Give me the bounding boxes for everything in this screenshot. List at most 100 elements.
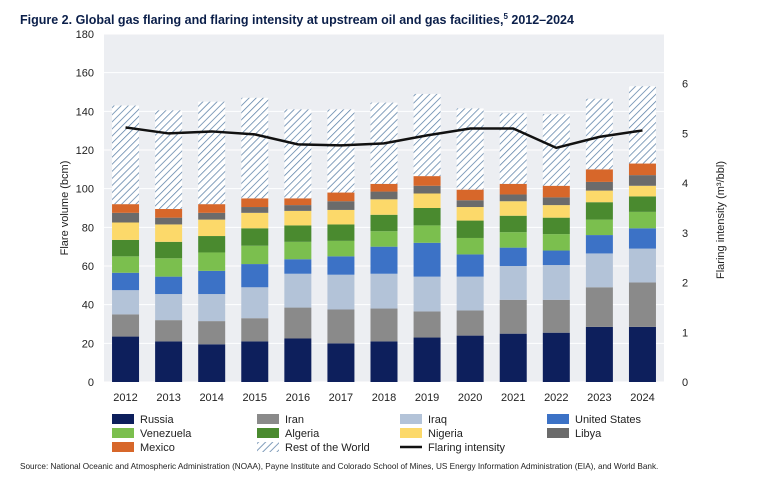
y-axis-title: Flare volume (bcm) — [59, 161, 71, 256]
bar-iran-2014 — [198, 321, 226, 345]
left-axis-ticks: 0 20 40 60 80 100 120 140 160 180 — [76, 29, 94, 389]
bar-iran-2015 — [241, 318, 269, 342]
figure-title-years: 2012–2024 — [507, 13, 574, 28]
bar-iran-2012 — [112, 314, 140, 337]
bar-venezuela-2019 — [413, 225, 441, 243]
bar-mexico-2021 — [499, 183, 527, 195]
x-tick-label: 2017 — [329, 392, 353, 404]
bar-rest-of-the-world-2024 — [628, 86, 656, 164]
bar-mexico-2012 — [112, 204, 140, 213]
bar-venezuela-2022 — [542, 234, 570, 251]
legend-swatch-libya — [547, 428, 569, 438]
bar-iran-2021 — [499, 299, 527, 334]
bar-venezuela-2021 — [499, 232, 527, 248]
bar-russia-2015 — [241, 341, 269, 382]
x-tick-label: 2018 — [372, 392, 396, 404]
bar-iran-2013 — [155, 320, 183, 342]
bar-russia-2013 — [155, 341, 183, 382]
bar-libya-2022 — [542, 197, 570, 206]
legend-swatch-nigeria — [400, 428, 422, 438]
legend-swatch-iraq — [400, 414, 422, 424]
bar-nigeria-2022 — [542, 205, 570, 218]
bar-libya-2013 — [155, 217, 183, 225]
bar-nigeria-2014 — [198, 219, 226, 237]
legend-swatch-mexico — [112, 442, 134, 452]
bar-iraq-2019 — [413, 276, 441, 312]
bar-mexico-2020 — [456, 189, 484, 201]
bar-nigeria-2016 — [284, 210, 312, 226]
bar-iran-2016 — [284, 307, 312, 339]
y-tick-label: 20 — [82, 338, 94, 350]
flaring-intensity-path — [125, 126, 643, 150]
bar-nigeria-2024 — [628, 185, 656, 197]
y-tick-label: 80 — [82, 222, 94, 234]
y2-tick-label: 2 — [682, 278, 688, 290]
legend-label-algeria: Algeria — [285, 428, 320, 440]
y-tick-label: 0 — [88, 377, 94, 389]
bar-algeria-2019 — [413, 208, 441, 226]
bar-iran-2018 — [370, 308, 398, 342]
x-tick-label: 2023 — [587, 392, 611, 404]
bar-algeria-2014 — [198, 236, 226, 253]
y2-tick-label: 4 — [682, 178, 688, 190]
bar-iraq-2023 — [585, 253, 613, 288]
bar-russia-2023 — [585, 326, 613, 382]
bar-iraq-2017 — [327, 274, 355, 310]
bar-russia-2022 — [542, 332, 570, 382]
legend-label-flaring-intensity: Flaring intensity — [428, 442, 506, 454]
bar-algeria-2023 — [585, 202, 613, 220]
bar-libya-2019 — [413, 185, 441, 194]
bar-rest-of-the-world-2014 — [198, 101, 226, 205]
bar-venezuela-2013 — [155, 258, 183, 277]
y-tick-label: 120 — [76, 145, 94, 157]
y-tick-label: 160 — [76, 68, 94, 80]
bar-iraq-2024 — [628, 248, 656, 283]
bar-libya-2021 — [499, 194, 527, 202]
bar-algeria-2024 — [628, 196, 656, 212]
bar-algeria-2012 — [112, 239, 140, 257]
bar-iraq-2020 — [456, 276, 484, 311]
bar-russia-2018 — [370, 341, 398, 382]
legend-swatch-algeria — [257, 428, 279, 438]
bar-libya-2016 — [284, 205, 312, 211]
bar-united-states-2012 — [112, 272, 140, 291]
bar-venezuela-2016 — [284, 241, 312, 260]
bar-algeria-2021 — [499, 215, 527, 233]
bar-libya-2020 — [456, 200, 484, 208]
y2-axis-title: Flaring intensity (m³/bbl) — [715, 161, 727, 279]
bar-mexico-2016 — [284, 198, 312, 206]
bar-venezuela-2018 — [370, 231, 398, 247]
bar-libya-2012 — [112, 212, 140, 223]
bar-nigeria-2013 — [155, 224, 183, 242]
bar-russia-2012 — [112, 336, 140, 382]
right-axis-ticks: 0 1 2 3 4 5 6 — [682, 79, 688, 389]
bar-libya-2024 — [628, 175, 656, 186]
bar-united-states-2021 — [499, 247, 527, 266]
legend: Russia Iran Iraq United States Venezuela Alge… — [112, 414, 642, 454]
bar-stacks — [112, 86, 656, 382]
bar-united-states-2018 — [370, 246, 398, 274]
bar-mexico-2014 — [198, 204, 226, 213]
source-note: Source: National Oceanic and Atmospheric… — [20, 462, 659, 471]
bar-algeria-2016 — [284, 225, 312, 242]
bar-nigeria-2021 — [499, 201, 527, 216]
legend-label-libya: Libya — [575, 428, 602, 440]
bar-russia-2024 — [628, 326, 656, 382]
bar-algeria-2013 — [155, 241, 183, 259]
bar-rest-of-the-world-2012 — [112, 105, 140, 205]
bar-united-states-2023 — [585, 235, 613, 254]
bar-iran-2023 — [585, 287, 613, 327]
bar-venezuela-2017 — [327, 240, 355, 257]
y2-tick-label: 0 — [682, 377, 688, 389]
bar-rest-of-the-world-2023 — [585, 98, 613, 170]
bar-nigeria-2017 — [327, 209, 355, 225]
bar-iran-2019 — [413, 311, 441, 338]
bar-algeria-2020 — [456, 220, 484, 238]
bar-united-states-2022 — [542, 250, 570, 266]
figure-title-footnote: 5 — [503, 12, 508, 21]
bar-libya-2023 — [585, 181, 613, 191]
x-tick-label: 2024 — [630, 392, 654, 404]
bar-venezuela-2015 — [241, 245, 269, 265]
bar-iraq-2022 — [542, 265, 570, 300]
bar-rest-of-the-world-2016 — [284, 109, 312, 199]
